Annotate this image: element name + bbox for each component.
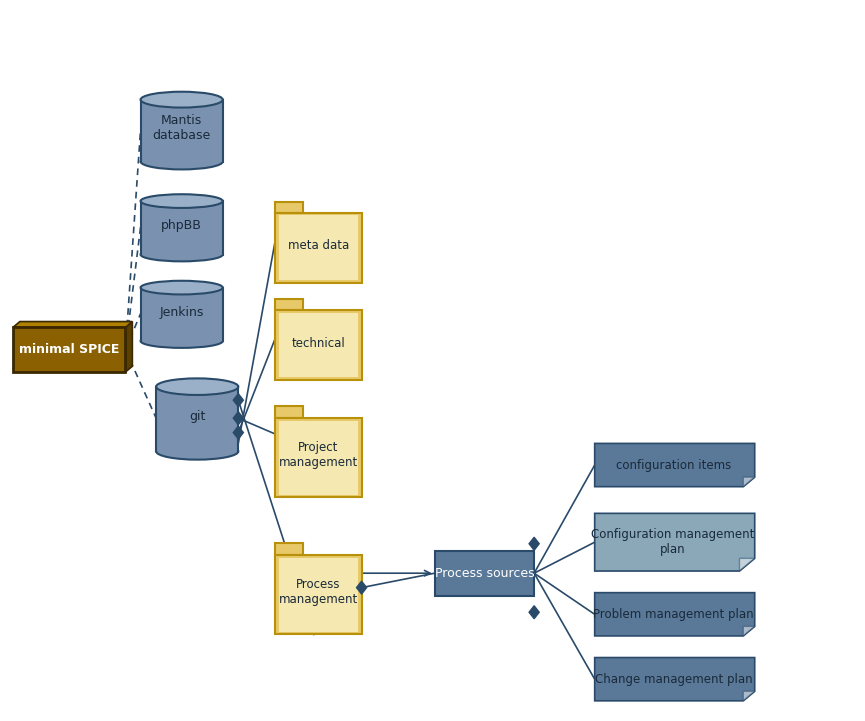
Polygon shape bbox=[140, 201, 222, 255]
Polygon shape bbox=[743, 627, 755, 636]
Text: Change management plan: Change management plan bbox=[595, 673, 753, 686]
FancyBboxPatch shape bbox=[275, 310, 362, 381]
Polygon shape bbox=[13, 322, 132, 327]
Text: Jenkins: Jenkins bbox=[159, 306, 204, 319]
FancyBboxPatch shape bbox=[279, 421, 358, 495]
Polygon shape bbox=[140, 99, 222, 162]
FancyBboxPatch shape bbox=[275, 555, 362, 634]
Ellipse shape bbox=[140, 280, 223, 294]
Text: Mantis
database: Mantis database bbox=[152, 114, 211, 142]
Ellipse shape bbox=[140, 335, 223, 348]
Text: git: git bbox=[189, 410, 205, 423]
Polygon shape bbox=[275, 543, 303, 555]
Text: meta data: meta data bbox=[288, 239, 349, 252]
FancyBboxPatch shape bbox=[279, 313, 358, 378]
FancyBboxPatch shape bbox=[13, 327, 125, 372]
Polygon shape bbox=[595, 658, 755, 701]
Polygon shape bbox=[275, 299, 303, 310]
Polygon shape bbox=[740, 558, 755, 571]
Text: Project
management: Project management bbox=[279, 441, 358, 469]
Polygon shape bbox=[156, 386, 238, 451]
Ellipse shape bbox=[140, 154, 223, 169]
FancyBboxPatch shape bbox=[275, 418, 362, 497]
FancyBboxPatch shape bbox=[279, 558, 358, 632]
Polygon shape bbox=[356, 581, 367, 594]
Text: Problem management plan: Problem management plan bbox=[593, 608, 754, 621]
Polygon shape bbox=[595, 513, 755, 571]
Polygon shape bbox=[140, 288, 222, 341]
Polygon shape bbox=[743, 691, 755, 701]
Text: minimal SPICE: minimal SPICE bbox=[19, 343, 119, 356]
Text: configuration items: configuration items bbox=[616, 459, 731, 472]
Text: phpBB: phpBB bbox=[161, 219, 202, 232]
Polygon shape bbox=[275, 406, 303, 418]
Polygon shape bbox=[234, 426, 243, 439]
Ellipse shape bbox=[140, 194, 223, 208]
Text: Configuration management
plan: Configuration management plan bbox=[592, 528, 755, 556]
Text: Process
management: Process management bbox=[279, 578, 358, 606]
Polygon shape bbox=[234, 412, 243, 425]
Polygon shape bbox=[234, 394, 243, 407]
Polygon shape bbox=[595, 443, 755, 487]
Ellipse shape bbox=[156, 443, 239, 460]
Text: technical: technical bbox=[292, 337, 345, 350]
Ellipse shape bbox=[156, 379, 239, 395]
Ellipse shape bbox=[140, 248, 223, 261]
Ellipse shape bbox=[140, 92, 223, 107]
Polygon shape bbox=[275, 202, 303, 213]
Polygon shape bbox=[529, 537, 539, 550]
Polygon shape bbox=[529, 606, 539, 619]
Text: Process sources: Process sources bbox=[434, 567, 535, 580]
Polygon shape bbox=[595, 593, 755, 636]
Polygon shape bbox=[125, 322, 132, 372]
FancyBboxPatch shape bbox=[435, 551, 535, 596]
FancyBboxPatch shape bbox=[279, 216, 358, 280]
Polygon shape bbox=[743, 477, 755, 487]
FancyBboxPatch shape bbox=[275, 213, 362, 283]
